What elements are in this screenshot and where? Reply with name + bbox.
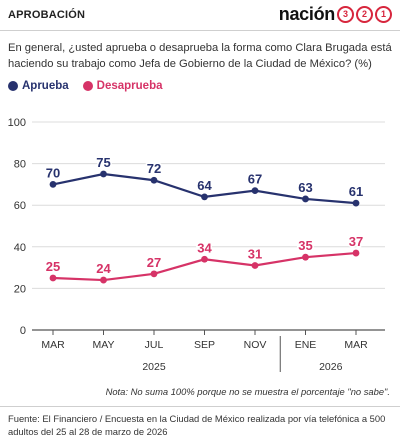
data-point bbox=[251, 262, 259, 269]
data-point bbox=[201, 255, 208, 263]
x-tick-label: MAR bbox=[41, 339, 65, 351]
x-tick-label: MAR bbox=[344, 339, 368, 351]
data-point bbox=[49, 181, 57, 188]
data-label: 75 bbox=[96, 155, 110, 170]
line-chart: 0 20 40 60 80 100 MAR MAY JUL SEP NOV ENE MAR 2025 202… bbox=[8, 117, 385, 373]
data-point bbox=[302, 195, 309, 203]
x-tick-label: JUL bbox=[145, 339, 164, 351]
year-label: 2026 bbox=[319, 361, 343, 373]
source-text: Fuente: El Financiero / Encuesta en la C… bbox=[8, 413, 386, 437]
survey-question: En general, ¿usted aprueba o desaprueba … bbox=[8, 42, 392, 70]
data-label: 72 bbox=[147, 161, 161, 176]
data-label: 27 bbox=[147, 255, 161, 270]
legend-item-aprueba: Aprueba bbox=[8, 80, 69, 92]
y-tick-label: 40 bbox=[14, 242, 26, 254]
data-label: 63 bbox=[298, 180, 312, 195]
brand-word: nación bbox=[278, 4, 336, 24]
data-label: 24 bbox=[96, 261, 111, 276]
data-label: 67 bbox=[248, 172, 262, 187]
legend-label-desaprueba: Desaprueba bbox=[96, 80, 163, 92]
x-tick-label: ENE bbox=[295, 339, 317, 351]
data-label: 34 bbox=[197, 240, 212, 255]
data-label: 64 bbox=[197, 178, 212, 193]
y-tick-label: 100 bbox=[8, 117, 26, 129]
data-point bbox=[150, 176, 158, 184]
legend-dot-aprueba bbox=[8, 81, 18, 91]
data-point bbox=[352, 199, 360, 207]
y-tick-label: 80 bbox=[14, 159, 26, 171]
data-point bbox=[49, 274, 57, 282]
data-point bbox=[201, 193, 208, 201]
brand-logo: nación 3 2 1 bbox=[279, 4, 392, 25]
data-label: 25 bbox=[46, 259, 60, 274]
data-label: 61 bbox=[349, 184, 363, 199]
chart-note: Nota: No suma 100% porque no se muestra … bbox=[105, 386, 390, 397]
brand-digit-2: 2 bbox=[356, 6, 373, 23]
data-point bbox=[251, 187, 259, 195]
y-tick-label: 20 bbox=[14, 283, 26, 295]
section-kicker: APROBACIÓN bbox=[8, 9, 86, 21]
brand-digit-1: 3 bbox=[337, 6, 354, 23]
footer-divider bbox=[0, 406, 400, 407]
header: APROBACIÓN nación 3 2 1 bbox=[0, 0, 400, 30]
data-point bbox=[302, 253, 309, 261]
data-point bbox=[352, 249, 360, 257]
y-tick-label: 0 bbox=[20, 325, 26, 337]
legend-label-aprueba: Aprueba bbox=[22, 80, 69, 92]
brand-digit-3: 1 bbox=[375, 6, 392, 23]
x-tick-label: NOV bbox=[244, 339, 267, 351]
header-divider bbox=[0, 30, 400, 31]
data-point bbox=[100, 170, 107, 178]
data-label: 31 bbox=[248, 247, 262, 262]
data-label: 37 bbox=[349, 234, 363, 249]
legend-dot-desaprueba bbox=[82, 81, 93, 91]
x-tick-label: SEP bbox=[194, 339, 215, 351]
data-point bbox=[150, 270, 158, 278]
data-label: 35 bbox=[298, 238, 312, 253]
chart-legend: Aprueba Desaprueba bbox=[8, 80, 163, 92]
data-point bbox=[100, 276, 107, 284]
data-label: 70 bbox=[46, 165, 60, 180]
year-label: 2025 bbox=[142, 361, 166, 373]
legend-item-desaprueba: Desaprueba bbox=[82, 80, 163, 92]
y-tick-label: 60 bbox=[14, 200, 26, 212]
x-tick-label: MAY bbox=[93, 339, 115, 351]
